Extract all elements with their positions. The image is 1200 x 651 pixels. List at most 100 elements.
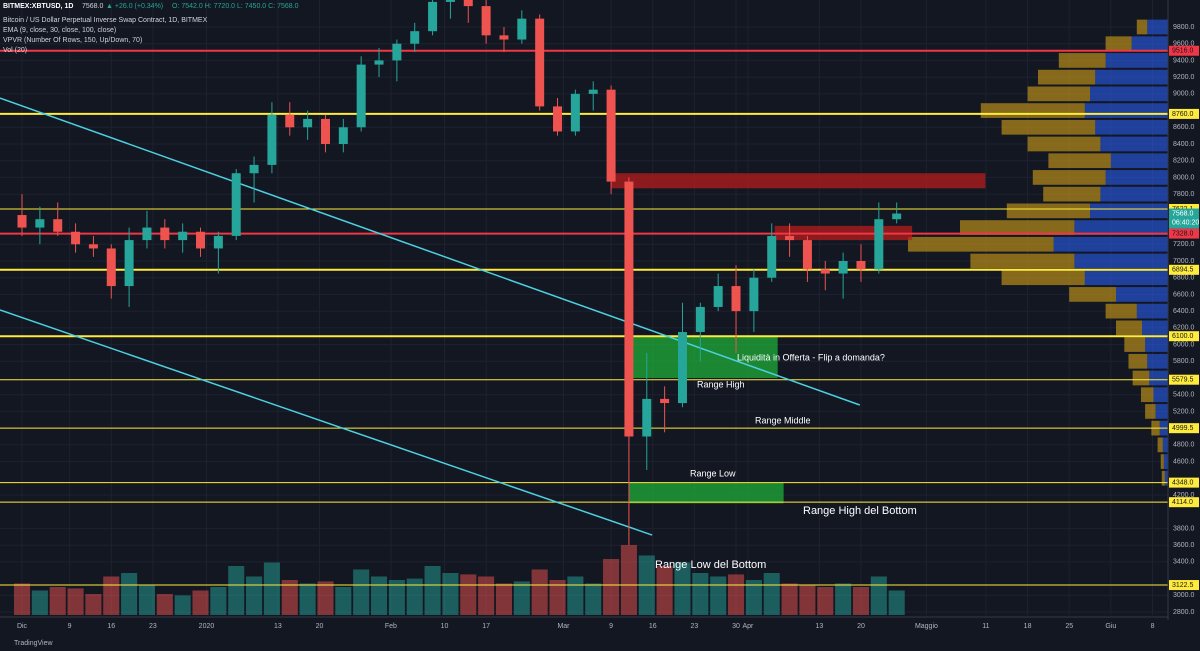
profile-down [980,103,1085,118]
profile-down [1069,287,1116,302]
candle-body [785,235,795,241]
volume-bar [852,587,870,615]
volume-bar [174,595,191,615]
profile-down [1038,69,1096,85]
volume-bar [281,580,298,615]
profile-up [1147,353,1168,369]
trendline [0,97,861,406]
profile-down [1140,387,1154,403]
candle-body [445,0,455,2]
volume-bar [246,576,263,615]
volume-bar [388,580,405,615]
candle-body [820,269,830,274]
profile-down [1105,36,1132,52]
profile-up [1164,470,1168,486]
annotation: Range Middle [755,415,811,425]
symbol: BITMEX:XBTUSD, 1D [3,3,73,10]
header-line: Vol (20) [3,47,27,54]
candle-body [731,286,741,312]
candle-body [642,398,652,437]
x-tick-label: 20 [857,623,865,630]
y-tick-label: 9400.0 [1173,57,1195,64]
level-tag [1169,108,1199,119]
level-label: 6100.0 [1172,333,1194,340]
volume-bar [67,588,84,615]
y-tick-label: 8200.0 [1173,158,1195,165]
profile-up [1116,287,1168,302]
y-tick-label: 6600.0 [1173,291,1195,298]
y-tick-label: 5800.0 [1173,358,1195,365]
candle-body [695,306,705,333]
candle-body [213,235,223,249]
volume-bar [478,576,495,615]
y-tick-label: 3400.0 [1173,559,1195,566]
volume-bar [460,574,477,615]
y-tick-label: 3600.0 [1173,542,1195,549]
profile-down [1136,19,1148,35]
x-tick-label: Maggio [915,623,938,630]
profile-up [1131,36,1168,52]
candle-body [142,227,152,241]
candle-body [88,244,98,249]
volume-bar [799,585,816,615]
profile-down [970,253,1075,269]
volume-bar [263,562,280,615]
x-tick-label: 9 [68,623,72,630]
x-tick-label: 10 [441,623,449,630]
x-tick-label: 9 [609,623,613,630]
profile-down [960,220,1075,235]
profile-up [1100,186,1168,202]
x-tick-label: 11 [982,623,989,630]
level-tag [1169,580,1199,591]
profile-down [1006,203,1090,219]
y-tick-label: 6400.0 [1173,308,1195,315]
profile-up [1163,454,1168,469]
y-tick-label: 6800.0 [1173,275,1195,282]
volume-bar [745,580,762,615]
trendline [0,309,653,536]
profile-down [1160,454,1164,469]
volume-bar [210,587,227,615]
y-tick-label: 7000.0 [1173,258,1195,265]
candle-body [713,286,723,307]
x-tick-label: 30 [732,623,740,630]
x-tick-label: Dic [17,623,28,630]
y-tick-label: 4800.0 [1173,442,1195,449]
volume-bar [424,566,441,615]
candle-body [249,164,259,174]
y-tick-label: 7200.0 [1173,241,1195,248]
volume-bar [121,573,138,615]
candle-body [267,114,277,165]
y-tick-label: 4600.0 [1173,458,1195,465]
y-tick-label: 6000.0 [1173,341,1195,348]
volume-bar [406,578,423,615]
volume-bar [531,569,548,615]
volume-bar [870,576,887,615]
profile-up [1149,370,1168,386]
candle-body [535,18,545,107]
level-label: 4348.0 [1172,479,1194,486]
level-tag [1169,228,1199,239]
candle-body [410,31,420,44]
level-label: 6894.5 [1172,267,1194,274]
change: ▲ +26.0 (+0.34%) [106,3,163,10]
candle-body [160,227,170,241]
candle-body [303,118,313,128]
candle-body [374,60,384,65]
candle-body [463,0,473,7]
countdown: 06:40:20 [1172,219,1199,226]
profile-down [908,236,1054,252]
candle-body [677,332,687,404]
volume-bar [353,569,370,615]
profile-down [1157,437,1163,453]
zone [611,173,986,189]
x-tick-label: 13 [274,623,282,630]
y-tick-label: 8400.0 [1173,141,1195,148]
volume-bar [549,580,566,615]
profile-up [1142,320,1168,336]
zone [628,482,784,504]
volume-bar [781,583,798,615]
profile-down [1027,86,1090,102]
candle-body [553,106,563,132]
